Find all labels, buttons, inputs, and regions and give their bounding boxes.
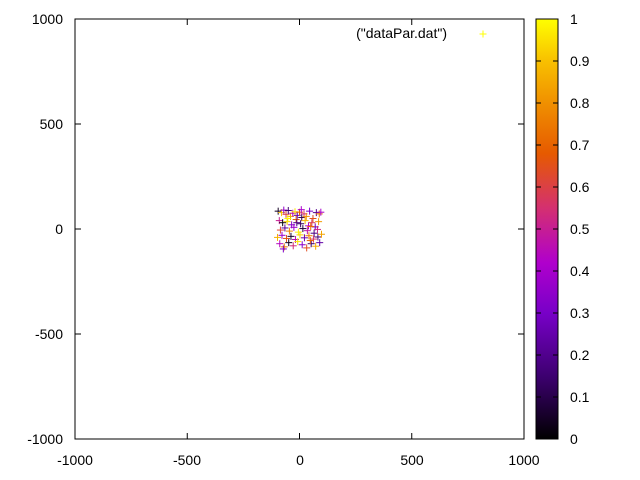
colorbar-ticks xyxy=(536,18,558,440)
data-point xyxy=(293,219,301,227)
data-point xyxy=(289,242,297,250)
colorbar-tick-label: 0.3 xyxy=(570,305,590,321)
x-axis: -1000 -500 0 500 1000 xyxy=(57,452,540,468)
data-point xyxy=(283,218,291,226)
colorbar-tick-label: 0.6 xyxy=(570,179,590,195)
x-tick-label: 1000 xyxy=(508,452,539,468)
axis-ticks xyxy=(74,18,525,440)
colorbar-tick-label: 0.1 xyxy=(570,389,590,405)
data-point xyxy=(299,225,307,233)
colorbar: 0 0.1 0.2 0.3 0.4 0.5 0.6 0.7 0.8 0.9 1 xyxy=(535,11,590,447)
data-point xyxy=(281,224,289,232)
data-point xyxy=(282,234,290,242)
data-point xyxy=(305,232,313,240)
data-point xyxy=(313,225,321,233)
data-point xyxy=(302,212,310,220)
data-point xyxy=(315,218,323,226)
data-point xyxy=(282,210,290,218)
data-point xyxy=(284,207,292,215)
data-point xyxy=(298,241,306,249)
data-point xyxy=(274,207,282,215)
colorbar-tick-label: 0.4 xyxy=(570,263,590,279)
data-point xyxy=(284,215,292,222)
x-tick-label: 500 xyxy=(400,452,424,468)
data-point xyxy=(285,239,293,247)
data-point xyxy=(306,207,314,215)
legend-marker xyxy=(479,30,487,38)
colorbar-tick-label: 0.7 xyxy=(570,137,590,153)
data-point xyxy=(309,215,317,222)
colorbar-tick-label: 0.2 xyxy=(570,347,590,363)
data-point xyxy=(294,238,302,246)
data-point xyxy=(290,223,298,231)
data-point xyxy=(314,233,322,241)
y-tick-label: -1000 xyxy=(27,431,63,447)
data-point xyxy=(279,245,287,253)
data-point xyxy=(287,232,295,240)
data-point xyxy=(307,240,315,248)
y-tick-label: -500 xyxy=(35,326,63,342)
data-point xyxy=(309,235,317,243)
data-point xyxy=(315,210,323,218)
legend: ("dataPar.dat") xyxy=(356,25,487,41)
data-point xyxy=(308,219,316,227)
colorbar-gradient xyxy=(536,19,558,439)
data-points xyxy=(273,206,326,253)
data-point xyxy=(276,240,284,248)
legend-label: ("dataPar.dat") xyxy=(356,25,447,41)
colorbar-tick-label: 0.9 xyxy=(570,53,590,69)
data-point xyxy=(317,208,325,216)
data-point xyxy=(276,226,284,234)
data-point xyxy=(307,222,315,230)
colorbar-tick-label: 0.5 xyxy=(570,221,590,237)
y-tick-label: 1000 xyxy=(32,11,63,27)
y-tick-label: 500 xyxy=(40,116,64,132)
y-axis: -1000 -500 0 500 1000 xyxy=(27,11,63,447)
colorbar-tick-label: 0 xyxy=(570,431,578,447)
y-tick-label: 0 xyxy=(55,221,63,237)
data-point xyxy=(312,242,320,250)
data-point xyxy=(303,227,311,235)
x-tick-label: 0 xyxy=(296,452,304,468)
data-point xyxy=(298,213,306,221)
data-point xyxy=(301,217,309,225)
x-tick-label: -1000 xyxy=(57,452,93,468)
data-point xyxy=(285,227,293,235)
data-point xyxy=(303,244,311,252)
data-point xyxy=(300,234,308,242)
data-point xyxy=(292,216,300,224)
data-point xyxy=(273,233,281,241)
data-point xyxy=(297,220,305,228)
x-tick-label: -500 xyxy=(173,452,201,468)
data-point xyxy=(310,229,318,237)
data-point xyxy=(297,206,305,214)
data-point xyxy=(306,237,314,245)
colorbar-tick-label: 1 xyxy=(570,11,578,27)
data-point xyxy=(279,219,287,227)
data-point xyxy=(316,239,324,247)
data-point xyxy=(278,231,286,239)
colorbar-tick-label: 0.8 xyxy=(570,95,590,111)
data-point xyxy=(296,231,304,239)
data-point xyxy=(318,230,326,238)
